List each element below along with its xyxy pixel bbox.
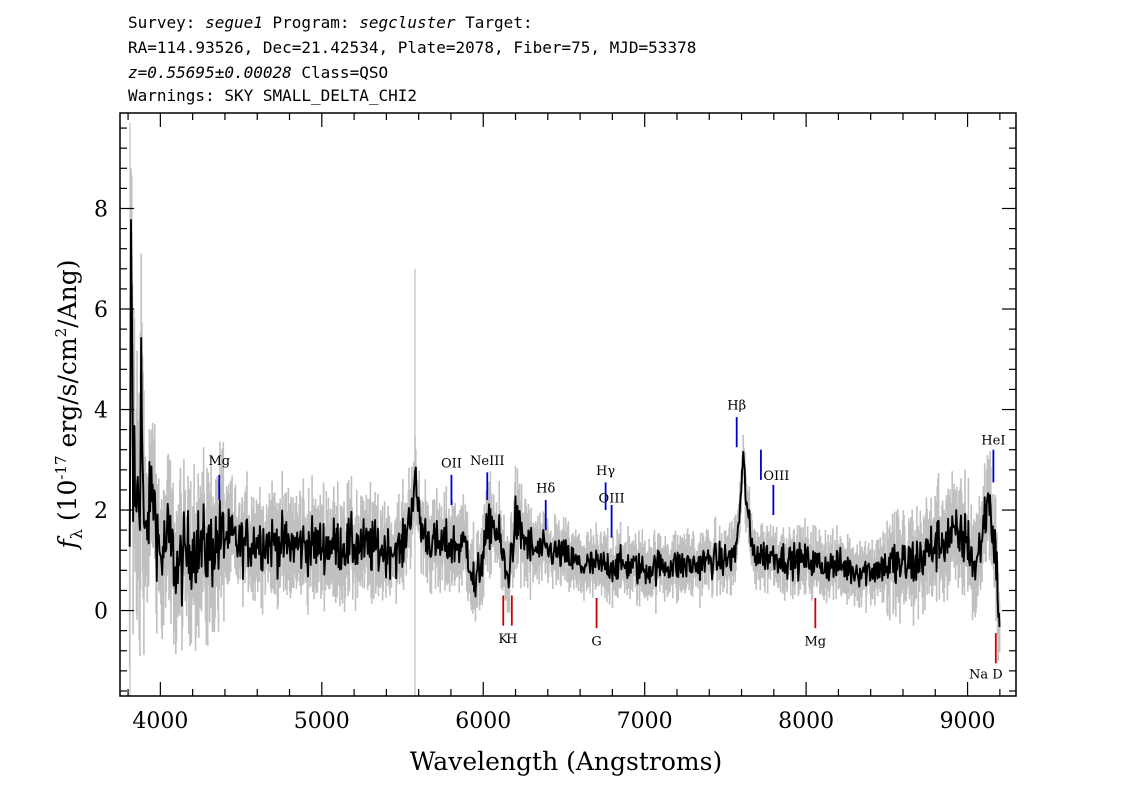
y-tick-label: 0 — [94, 600, 108, 625]
x-axis-title: Wavelength (Angstroms) — [410, 747, 722, 776]
spectral-line-label: OII — [441, 456, 462, 471]
x-tick-label: 6000 — [455, 709, 511, 734]
spectral-line-label: HeI — [981, 434, 1005, 449]
error-envelope — [128, 168, 1001, 668]
spectral-line-label: Hδ — [536, 481, 555, 496]
flux-line — [128, 219, 1001, 627]
axis-tick-labels: 4000 5000 6000 7000 8000 9000 0 2 4 6 8 — [94, 197, 996, 734]
header-line-coordinates: RA=114.93526, Dec=21.42534, Plate=2078, … — [128, 38, 696, 57]
x-tick-label: 8000 — [778, 709, 834, 734]
plot-area — [128, 123, 1001, 696]
x-tick-label: 4000 — [132, 709, 188, 734]
y-axis-title: fλ (10-17 erg/s/cm2/Ang) — [52, 259, 86, 550]
y-tick-label: 4 — [94, 399, 108, 424]
y-tick-label: 2 — [94, 499, 108, 524]
spectral-line-label: G — [591, 635, 601, 650]
spectral-line-label: OIII — [599, 492, 625, 507]
spectral-line-label: Na D — [969, 667, 1003, 682]
error-series — [128, 123, 1001, 696]
axis-ticks — [120, 113, 1016, 696]
spectral-line-label: H — [506, 632, 517, 647]
spectral-line-label: Hγ — [596, 464, 615, 479]
header-line-survey: Survey: segue1 Program: segcluster Targe… — [128, 13, 533, 32]
flux-series — [128, 219, 1001, 627]
spectral-line-label: OIII — [763, 469, 789, 484]
header-line-warnings: Warnings: SKY SMALL_DELTA_CHI2 — [128, 86, 417, 105]
spectral-line-label: Mg — [208, 454, 230, 469]
y-tick-label: 8 — [94, 197, 108, 222]
plot-frame — [119, 112, 1017, 697]
spectral-line-label: NeIII — [470, 454, 504, 469]
x-tick-label: 5000 — [294, 709, 350, 734]
y-tick-label: 6 — [94, 298, 108, 323]
spectral-line-label: Hβ — [727, 399, 746, 414]
header-line-redshift: z=0.55695±0.00028 Class=QSO — [128, 63, 388, 82]
spectral-line-markers — [218, 417, 997, 664]
spectral-line-label: Mg — [805, 635, 827, 650]
x-tick-label: 9000 — [940, 709, 996, 734]
x-tick-label: 7000 — [617, 709, 673, 734]
spectral-line-label: K — [498, 632, 508, 647]
